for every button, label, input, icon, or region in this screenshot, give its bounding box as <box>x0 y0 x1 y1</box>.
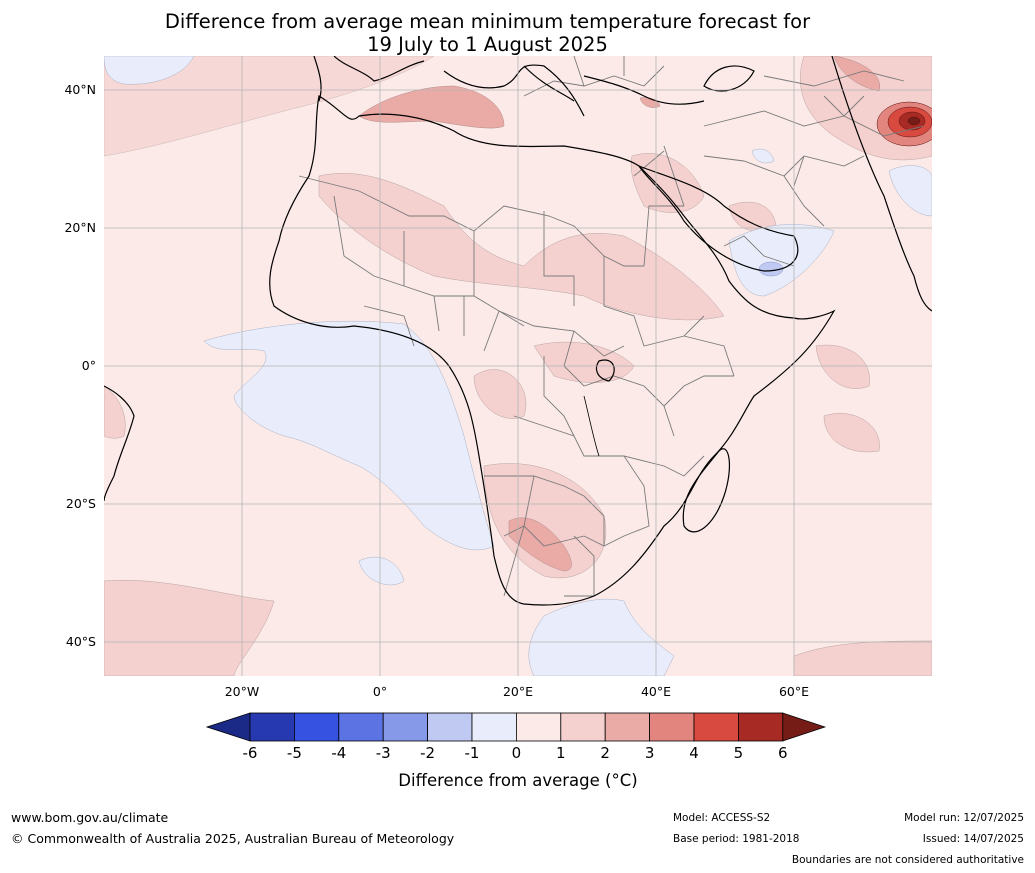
colorbar-arrow-high <box>782 712 827 742</box>
lon-label-0: 0° <box>372 684 388 699</box>
anomaly-neg1-0-regions <box>104 56 932 676</box>
colorbar-segment <box>471 712 517 742</box>
colorbar-segment <box>604 712 651 742</box>
colorbar-segment <box>294 712 340 742</box>
colorbar-arrow-low <box>205 712 251 742</box>
footer-model-run: Model run: 12/07/2025 <box>904 812 1024 824</box>
lat-label-20s: 20°S <box>65 496 96 511</box>
lon-label-40e: 40°E <box>640 684 672 699</box>
colorbar-tick-label: -1 <box>464 744 480 762</box>
footer-issued: Issued: 14/07/2025 <box>922 833 1024 845</box>
colorbar-segment <box>738 712 784 742</box>
colorbar-tick-label: -2 <box>420 744 436 762</box>
colorbar-tick-label: 4 <box>689 744 699 762</box>
lat-label-40n: 40°N <box>64 82 96 97</box>
anomaly-2-3-regions <box>358 56 881 572</box>
colorbar-segment <box>560 712 606 742</box>
colorbar-tick-label: 1 <box>556 744 566 762</box>
map-panel <box>104 56 932 676</box>
colorbar-segment <box>693 712 739 742</box>
colorbar-tick-label: -5 <box>286 744 302 762</box>
chart-title-line2: 19 July to 1 August 2025 <box>367 33 608 56</box>
lon-label-60e: 60°E <box>778 684 810 699</box>
colorbar-segment <box>338 712 384 742</box>
lat-label-40s: 40°S <box>65 634 96 649</box>
colorbar-tick-label: 5 <box>733 744 744 762</box>
forecast-map <box>104 56 932 676</box>
footer-website: www.bom.gov.au/climate <box>11 810 169 825</box>
footer-model: Model: ACCESS-S2 <box>673 812 771 824</box>
colorbar-tick-label: 6 <box>778 744 788 762</box>
chart-title-line1: Difference from average mean minimum tem… <box>164 10 811 33</box>
colorbar-tick-label: 0 <box>511 744 522 762</box>
colorbar-tick-label: 2 <box>600 744 610 762</box>
colorbar-tick-label: -3 <box>375 744 391 762</box>
colorbar-segment <box>249 712 295 742</box>
lon-label-20e: 20°E <box>502 684 534 699</box>
colorbar <box>205 712 827 742</box>
colorbar-segment <box>427 712 473 742</box>
colorbar-tick-label: 3 <box>644 744 655 762</box>
colorbar-label: Difference from average (°C) <box>398 771 638 790</box>
footer-disclaimer: Boundaries are not considered authoritat… <box>791 854 1024 866</box>
anomaly-hotspot <box>876 101 932 147</box>
footer-copyright: © Commonwealth of Australia 2025, Austra… <box>11 831 455 846</box>
footer-base-period: Base period: 1981-2018 <box>673 833 800 845</box>
lat-label-20n: 20°N <box>64 220 96 235</box>
colorbar-segment <box>515 712 562 742</box>
colorbar-segment <box>382 712 428 742</box>
colorbar-tick-label: -4 <box>331 744 347 762</box>
colorbar-segment <box>649 712 695 742</box>
colorbar-tick-label: -6 <box>242 744 258 762</box>
lat-label-0: 0° <box>81 358 96 373</box>
lon-label-20w: 20°W <box>224 684 260 699</box>
graticule <box>104 56 932 676</box>
